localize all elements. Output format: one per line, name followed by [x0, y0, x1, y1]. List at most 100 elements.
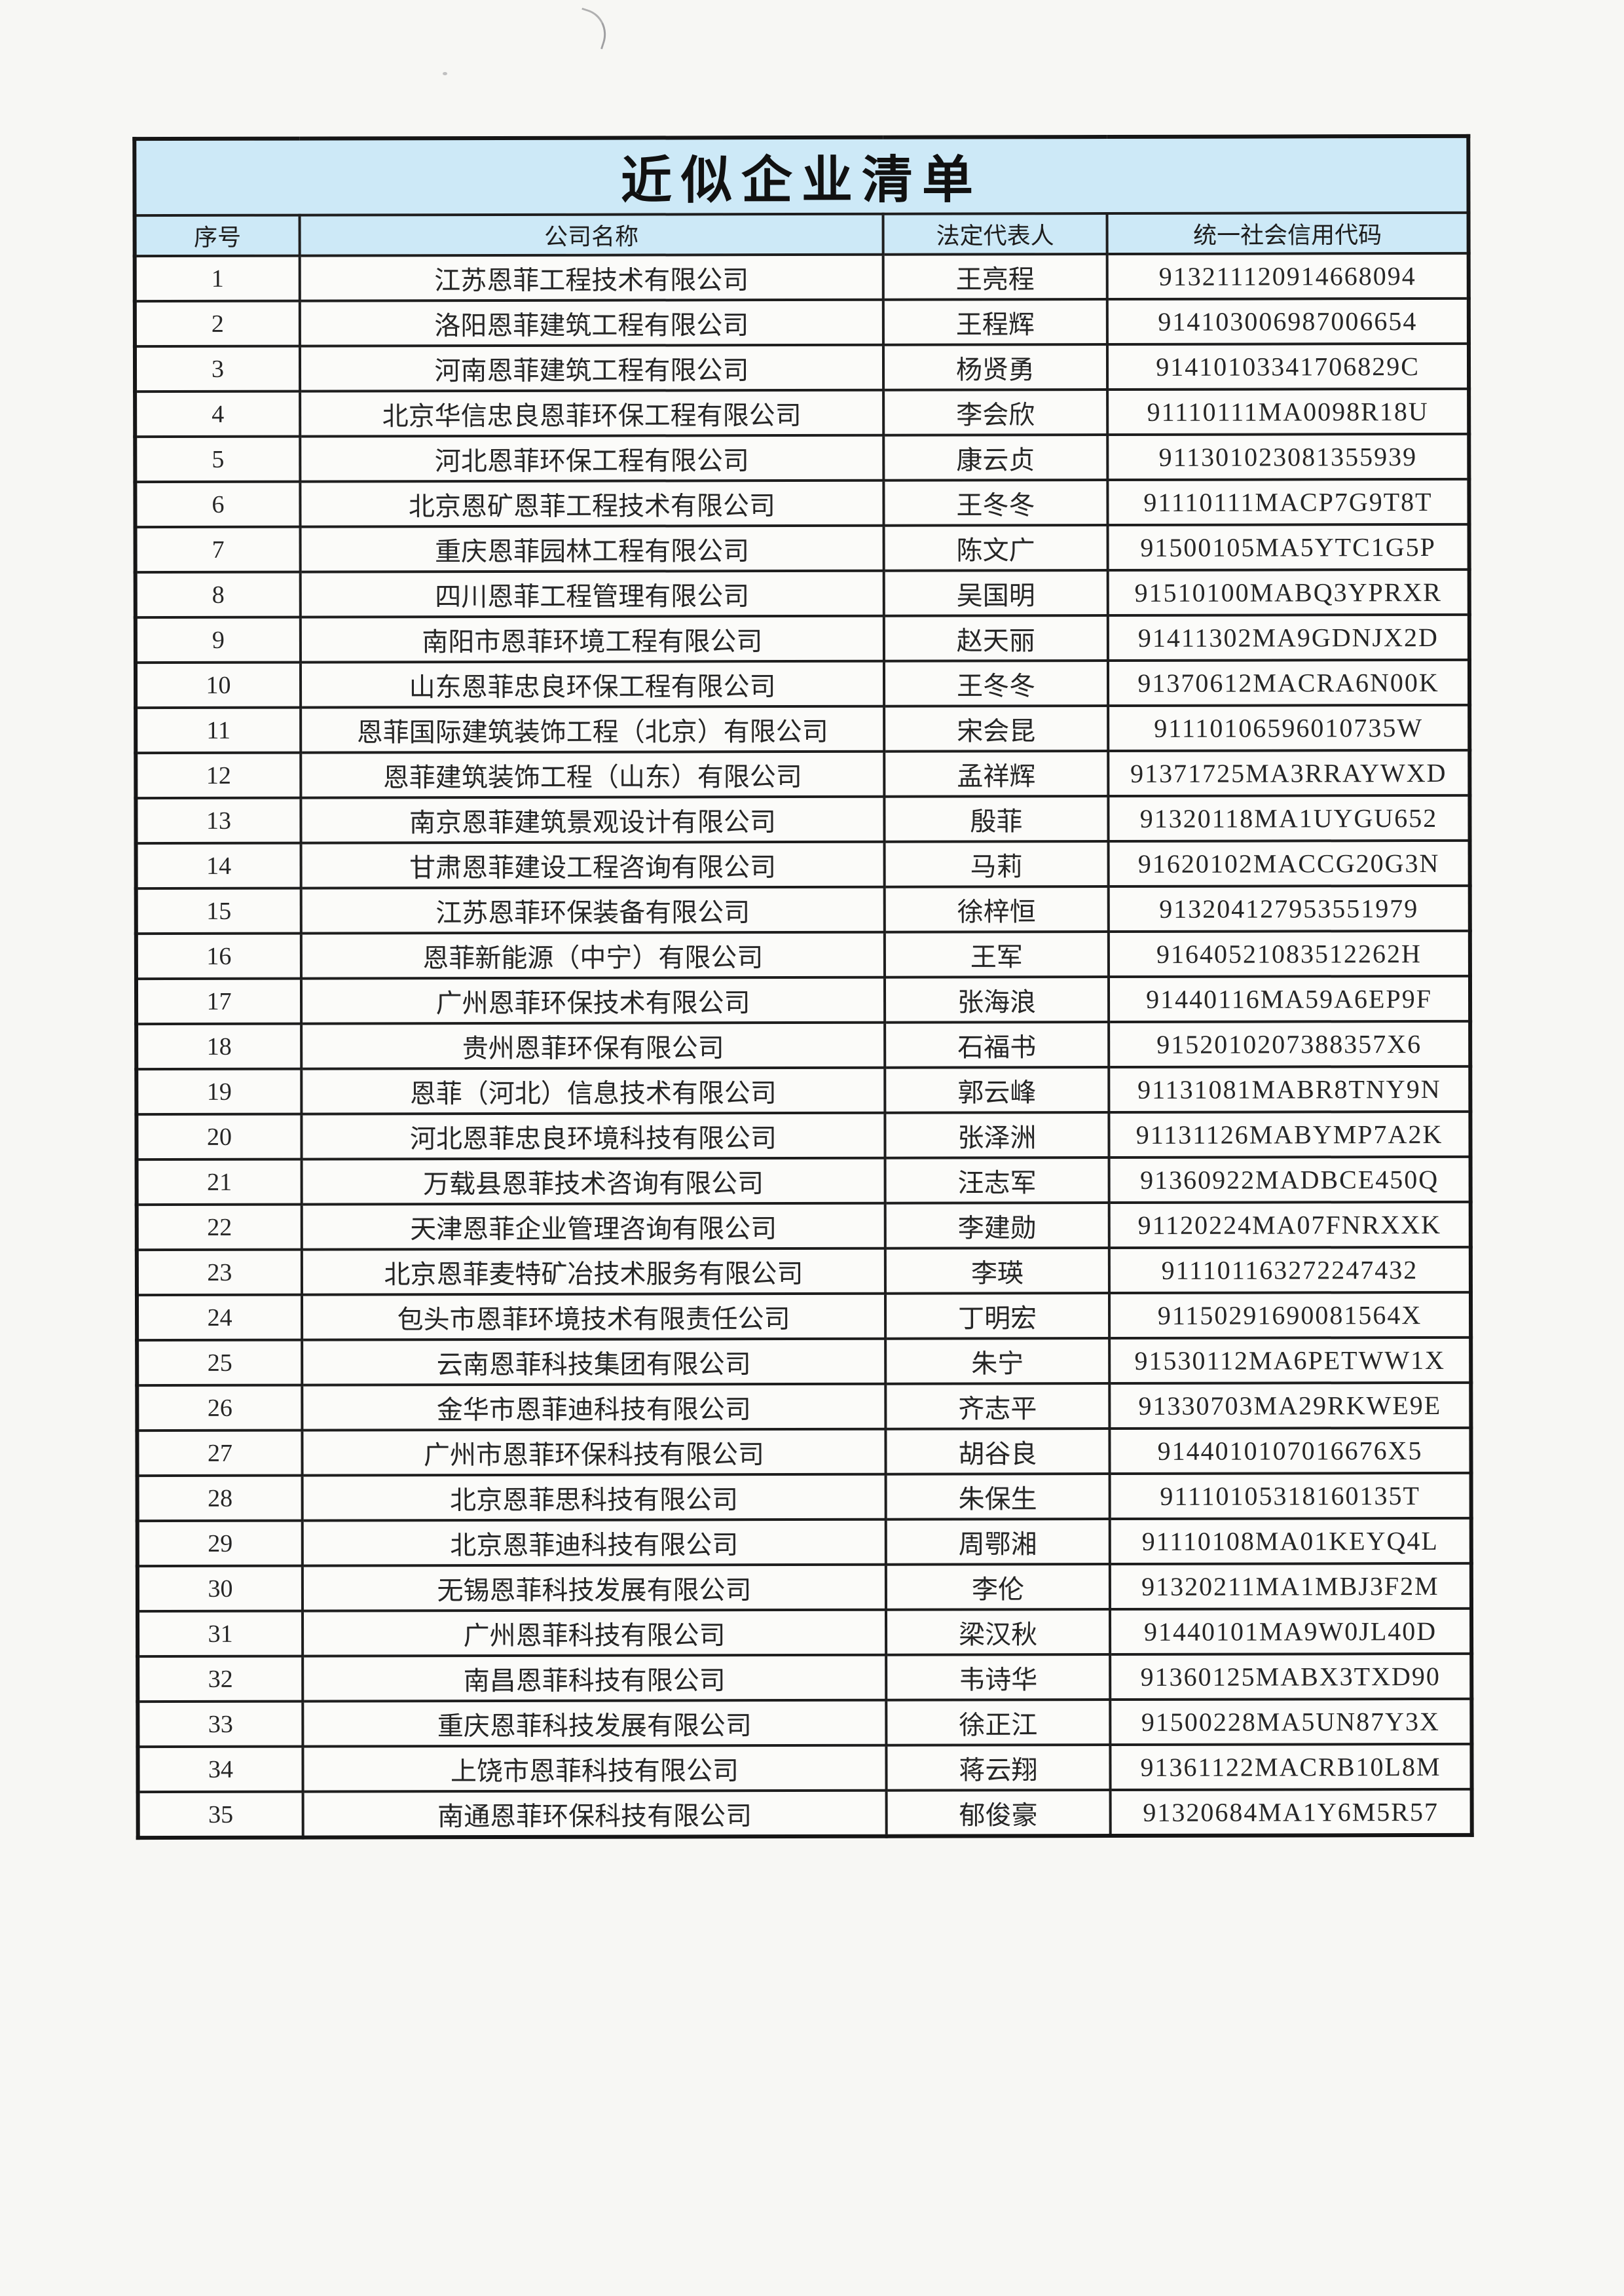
table-row: 27 广州市恩菲环保科技有限公司 胡谷良 9144010107016676X5 — [137, 1427, 1471, 1476]
table-row: 15 江苏恩菲环保装备有限公司 徐梓恒 913204127953551979 — [136, 885, 1470, 934]
cell-code: 9144010107016676X5 — [1109, 1427, 1471, 1474]
cell-code: 91150291690081564X — [1109, 1292, 1471, 1339]
cell-rep: 韦诗华 — [886, 1654, 1111, 1700]
cell-rep: 朱宁 — [885, 1338, 1110, 1384]
cell-code: 91500105MA5YTC1G5P — [1107, 524, 1469, 571]
cell-company: 南阳市恩菲环境工程有限公司 — [300, 615, 884, 663]
table-row: 6 北京恩矿恩菲工程技术有限公司 王冬冬 91110111MACP7G9T8T — [135, 479, 1469, 528]
table-row: 7 重庆恩菲园林工程有限公司 陈文广 91500105MA5YTC1G5P — [135, 524, 1469, 573]
cell-company: 恩菲建筑装饰工程（山东）有限公司 — [301, 751, 885, 798]
cell-code: 91360125MABX3TXD90 — [1110, 1653, 1472, 1700]
cell-no: 7 — [135, 526, 301, 573]
cell-company: 贵州恩菲环保有限公司 — [301, 1022, 885, 1069]
cell-company: 恩菲国际建筑装饰工程（北京）有限公司 — [301, 706, 885, 753]
cell-company: 北京恩矿恩菲工程技术有限公司 — [300, 480, 884, 527]
table-row: 1 江苏恩菲工程技术有限公司 王亮程 913211120914668094 — [134, 253, 1469, 302]
table-head: 近似企业清单 序号 公司名称 法定代表人 统一社会信用代码 — [134, 136, 1469, 257]
cell-company: 南通恩菲环保科技有限公司 — [303, 1790, 887, 1838]
similar-companies-table: 近似企业清单 序号 公司名称 法定代表人 统一社会信用代码 1 江苏恩菲工程技术有限公司… — [132, 134, 1474, 1840]
cell-company: 广州恩菲环保技术有限公司 — [301, 977, 885, 1024]
cell-no: 27 — [137, 1430, 303, 1476]
cell-no: 8 — [135, 572, 301, 618]
cell-no: 18 — [136, 1023, 302, 1070]
table-row: 22 天津恩菲企业管理咨询有限公司 李建勋 91120224MA07FNRXXK — [136, 1201, 1471, 1250]
cell-code: 91411302MA9GDNJX2D — [1107, 614, 1469, 661]
cell-no: 4 — [135, 391, 301, 437]
cell-rep: 李建勋 — [885, 1203, 1109, 1248]
table-row: 8 四川恩菲工程管理有限公司 吴国明 91510100MABQ3YPRXR — [135, 569, 1469, 618]
cell-no: 22 — [136, 1204, 302, 1250]
cell-company: 四川恩菲工程管理有限公司 — [300, 570, 884, 617]
cell-company: 重庆恩菲园林工程有限公司 — [300, 525, 884, 572]
cell-code: 91120224MA07FNRXXK — [1109, 1201, 1471, 1248]
cell-rep: 齐志平 — [885, 1383, 1110, 1429]
cell-rep: 殷菲 — [884, 796, 1109, 842]
cell-code: 913211120914668094 — [1107, 253, 1469, 300]
cell-company: 云南恩菲科技集团有限公司 — [302, 1338, 886, 1385]
cell-company: 恩菲新能源（中宁）有限公司 — [301, 932, 885, 979]
cell-rep: 吴国明 — [883, 570, 1108, 616]
pencil-mark — [443, 72, 447, 75]
table-title-row: 近似企业清单 — [134, 136, 1469, 216]
cell-rep: 李会欣 — [883, 390, 1108, 435]
table-row: 16 恩菲新能源（中宁）有限公司 王军 91640521083512262H — [136, 930, 1470, 979]
column-header: 统一社会信用代码 — [1107, 212, 1469, 255]
cell-company: 北京恩菲思科技有限公司 — [302, 1474, 886, 1521]
table-row: 34 上饶市恩菲科技有限公司 蒋云翔 91361122MACRB10L8M — [138, 1743, 1472, 1793]
cell-code: 91410103341706829C — [1107, 343, 1469, 390]
cell-no: 19 — [136, 1068, 302, 1115]
cell-code: 91320211MA1MBJ3F2M — [1109, 1563, 1472, 1610]
cell-no: 11 — [136, 707, 301, 754]
cell-rep: 周鄂湘 — [885, 1519, 1110, 1565]
cell-code: 91131126MABYMP7A2K — [1109, 1111, 1471, 1158]
cell-rep: 徐正江 — [886, 1700, 1111, 1745]
cell-code: 91110106596010735W — [1108, 704, 1470, 752]
cell-rep: 胡谷良 — [885, 1429, 1110, 1474]
cell-rep: 宋会昆 — [884, 706, 1109, 752]
cell-company: 上饶市恩菲科技有限公司 — [303, 1745, 887, 1792]
cell-no: 12 — [136, 752, 301, 799]
cell-code: 91361122MACRB10L8M — [1110, 1743, 1472, 1791]
cell-no: 31 — [137, 1611, 303, 1657]
cell-rep: 赵天丽 — [883, 615, 1108, 661]
column-header: 法定代表人 — [883, 213, 1107, 255]
cell-company: 北京华信忠良恩菲环保工程有限公司 — [300, 390, 884, 437]
cell-no: 13 — [136, 797, 301, 844]
cell-no: 2 — [134, 301, 300, 347]
table-row: 23 北京恩菲麦特矿冶技术服务有限公司 李瑛 911101163272247432 — [136, 1247, 1471, 1296]
cell-code: 91320684MA1Y6M5R57 — [1110, 1789, 1472, 1836]
cell-no: 5 — [135, 436, 301, 483]
table-row: 25 云南恩菲科技集团有限公司 朱宁 91530112MA6PETWW1X — [137, 1337, 1471, 1386]
cell-code: 91370612MACRA6N00K — [1107, 659, 1470, 706]
cell-no: 29 — [137, 1520, 303, 1567]
cell-company: 山东恩菲忠良环保工程有限公司 — [300, 661, 885, 708]
cell-code: 91110108MA01KEYQ4L — [1109, 1518, 1471, 1565]
cell-rep: 王冬冬 — [883, 661, 1109, 706]
cell-company: 河南恩菲建筑工程有限公司 — [299, 344, 884, 392]
table-row: 11 恩菲国际建筑装饰工程（北京）有限公司 宋会昆 91110106596010735… — [136, 704, 1470, 754]
table-header-row: 序号 公司名称 法定代表人 统一社会信用代码 — [134, 212, 1469, 257]
cell-company: 广州恩菲科技有限公司 — [302, 1609, 887, 1656]
cell-no: 3 — [134, 346, 301, 392]
cell-code: 91131081MABR8TNY9N — [1109, 1066, 1471, 1113]
cell-rep: 王程辉 — [883, 299, 1107, 345]
cell-no: 33 — [138, 1701, 303, 1747]
cell-code: 91640521083512262H — [1108, 930, 1470, 977]
column-header: 公司名称 — [299, 213, 883, 256]
cell-company: 万载县恩菲技术咨询有限公司 — [301, 1157, 885, 1205]
cell-rep: 王军 — [884, 932, 1109, 977]
cell-no: 28 — [137, 1475, 303, 1522]
cell-code: 913204127953551979 — [1108, 885, 1470, 932]
table-row: 24 包头市恩菲环境技术有限责任公司 丁明宏 91150291690081564X — [136, 1292, 1471, 1341]
cell-no: 15 — [136, 888, 301, 934]
table-title: 近似企业清单 — [134, 136, 1469, 216]
cell-rep: 石福书 — [885, 1022, 1109, 1068]
table-row: 35 南通恩菲环保科技有限公司 郁俊豪 91320684MA1Y6M5R57 — [138, 1789, 1472, 1838]
pencil-mark — [572, 7, 613, 50]
cell-company: 河北恩菲忠良环境科技有限公司 — [301, 1112, 885, 1159]
table-row: 26 金华市恩菲迪科技有限公司 齐志平 91330703MA29RKWE9E — [137, 1382, 1471, 1431]
cell-code: 9152010207388357X6 — [1109, 1021, 1471, 1068]
cell-no: 16 — [136, 933, 301, 979]
table-row: 13 南京恩菲建筑景观设计有限公司 殷菲 91320118MA1UYGU652 — [136, 795, 1470, 844]
